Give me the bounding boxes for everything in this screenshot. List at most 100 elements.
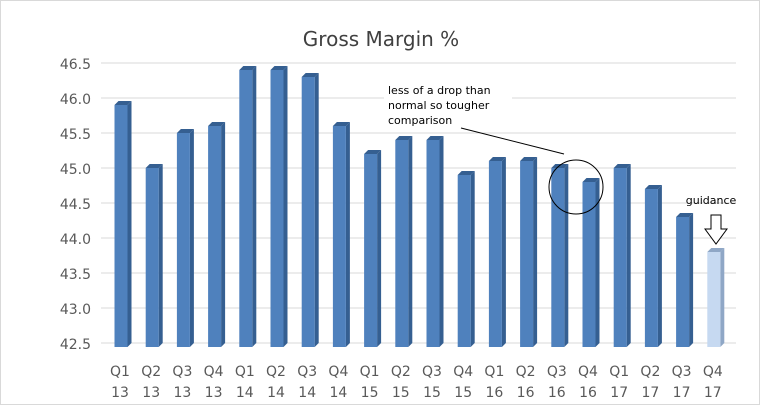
bar-side: [595, 178, 600, 347]
note-background: [384, 79, 512, 131]
x-tick-label: 17: [704, 385, 722, 401]
x-tick-label: 17: [641, 385, 659, 401]
bar-top: [114, 101, 132, 105]
bar: [176, 129, 194, 347]
bar-side: [252, 66, 257, 347]
x-tick-label: 15: [392, 385, 410, 401]
x-tick-label: 15: [423, 385, 441, 401]
bar-side: [657, 185, 662, 347]
x-tick-label: 13: [142, 385, 160, 401]
bar-side: [689, 213, 694, 347]
x-tick-label: Q1: [110, 364, 130, 380]
annotation-leader-line: [460, 127, 565, 155]
x-tick-label: Q4: [453, 364, 473, 380]
bar-side: [626, 164, 631, 347]
bar-side: [189, 129, 194, 347]
bar: [457, 171, 475, 347]
chart-title: Gross Margin %: [303, 27, 459, 51]
x-tick-label: Q4: [204, 364, 224, 380]
bar-side: [470, 171, 475, 347]
bar-top: [488, 157, 506, 161]
bar-top: [395, 136, 413, 140]
annotation-text: less of a drop than: [388, 84, 491, 97]
x-tick-label: Q1: [235, 364, 255, 380]
bar-side: [720, 248, 725, 347]
bar-front: [176, 133, 190, 347]
bar-top: [520, 157, 538, 161]
bar-front: [114, 105, 128, 347]
y-tick-label: 43.5: [60, 267, 91, 283]
x-tick-label: 13: [205, 385, 223, 401]
bar-top: [332, 122, 350, 126]
bar-front: [145, 168, 159, 347]
bar: [364, 150, 382, 347]
bar-side: [439, 136, 444, 347]
bar: [239, 66, 257, 347]
y-tick-label: 44.0: [60, 232, 91, 248]
bar: [301, 73, 319, 347]
x-tick-label: Q4: [328, 364, 348, 380]
bar-side: [314, 73, 319, 347]
bar-top: [676, 213, 694, 217]
bar: [676, 213, 694, 347]
bar-top: [613, 164, 631, 168]
bar-front: [457, 175, 471, 347]
x-tick-label: 16: [579, 385, 597, 401]
bar-front: [520, 161, 534, 347]
down-arrow-icon: [704, 214, 728, 245]
x-tick-label: Q2: [266, 364, 286, 380]
y-tick-label: 42.5: [60, 337, 91, 353]
bar-front: [613, 168, 627, 347]
x-tick-label: 15: [361, 385, 379, 401]
bar-front: [551, 168, 565, 347]
bar-top: [426, 136, 444, 140]
bar: [270, 66, 288, 347]
x-tick-label: Q2: [640, 364, 660, 380]
bar-top: [176, 129, 194, 133]
bar-front: [332, 126, 346, 347]
bar-top: [270, 66, 288, 70]
bar-side: [377, 150, 382, 347]
x-tick-label: 16: [548, 385, 566, 401]
x-tick-label: Q3: [547, 364, 567, 380]
x-tick-label: Q3: [172, 364, 192, 380]
bar-top: [707, 248, 725, 252]
x-tick-label: 17: [673, 385, 691, 401]
x-tick-label: 16: [517, 385, 535, 401]
bar-top: [457, 171, 475, 175]
bar: [551, 164, 569, 347]
y-tick-label: 44.5: [60, 197, 91, 213]
x-tick-label: Q1: [484, 364, 504, 380]
y-tick-label: 43.0: [60, 302, 91, 318]
bar: [145, 164, 163, 347]
bar-side: [283, 66, 288, 347]
y-tick-label: 46.5: [60, 57, 91, 73]
bar: [395, 136, 413, 347]
bar-top: [551, 164, 569, 168]
bar: [488, 157, 506, 347]
bar: [114, 101, 132, 347]
bar: [208, 122, 226, 347]
x-tick-label: Q1: [360, 364, 380, 380]
x-tick-label: 16: [485, 385, 503, 401]
bar-front: [676, 217, 690, 347]
bar-front: [395, 140, 409, 347]
bar-top: [208, 122, 226, 126]
x-tick-label: Q2: [516, 364, 536, 380]
x-tick-label: Q4: [578, 364, 598, 380]
bar-front: [364, 154, 378, 347]
x-tick-label: Q1: [609, 364, 629, 380]
x-tick-label: Q3: [672, 364, 692, 380]
x-tick-label: 14: [267, 385, 285, 401]
bar-side: [564, 164, 569, 347]
bar-front: [644, 189, 658, 347]
annotation-circle: [548, 159, 604, 215]
bar-top: [301, 73, 319, 77]
bar-side: [408, 136, 413, 347]
bar: [644, 185, 662, 347]
bar-front: [707, 252, 721, 347]
bar-top: [364, 150, 382, 154]
guidance-label: guidance: [686, 194, 737, 207]
bar-top: [239, 66, 257, 70]
